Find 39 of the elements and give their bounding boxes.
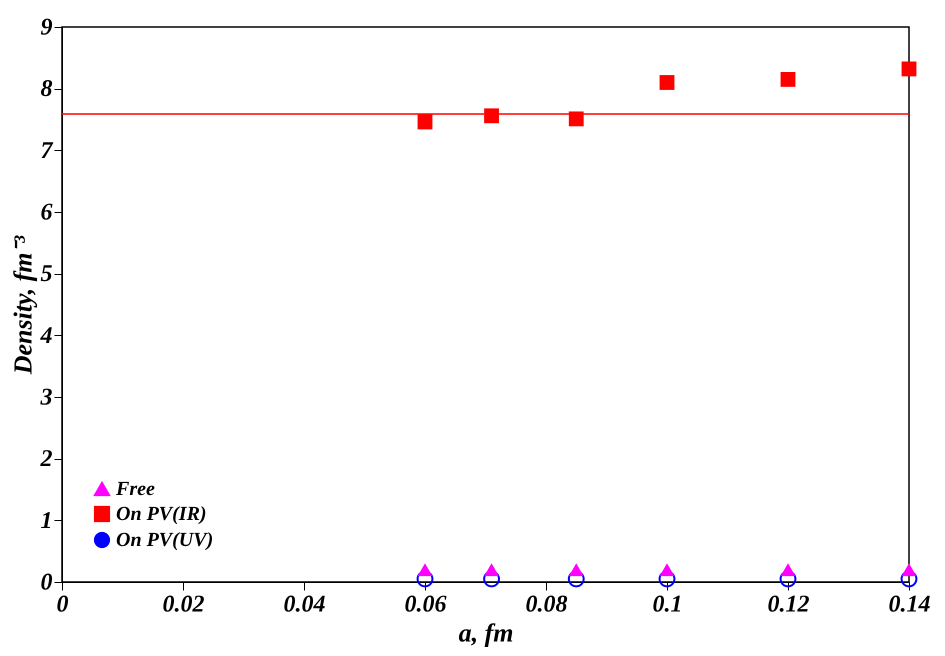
y-tick-label: 1 (40, 508, 52, 534)
legend-label: Free (115, 478, 155, 500)
point (568, 570, 585, 588)
y-tick-label: 3 (40, 384, 52, 410)
point (660, 75, 674, 90)
point (902, 563, 916, 576)
x-axis-title: a, fm (458, 618, 514, 648)
x-tick-label: 0.02 (162, 592, 204, 618)
point (484, 563, 499, 576)
point (416, 570, 434, 588)
x-tick-label: 0.1 (652, 592, 682, 618)
x-tick-label: 0 (56, 592, 68, 618)
x-tick-label: 0.08 (526, 592, 568, 618)
y-tick-label: 6 (40, 200, 52, 226)
y-tick-label: 0 (40, 570, 52, 596)
x-tick-label: 0.12 (768, 592, 810, 618)
y-tick-label: 4 (40, 322, 52, 349)
y-tick-label: 9 (40, 14, 52, 40)
x-tick-label: 0.04 (284, 592, 326, 618)
y-tick-label: 5 (40, 261, 52, 288)
point (418, 563, 432, 576)
point (658, 570, 676, 588)
y-tick-label: 7 (40, 138, 54, 164)
point (780, 570, 796, 588)
x-tick-label: 0.06 (404, 592, 446, 618)
point (568, 563, 584, 576)
x-tick-label: 0.14 (888, 592, 930, 618)
y-tick-label: 2 (40, 446, 52, 472)
point (418, 114, 432, 130)
legend-label: On PV(IR) (116, 503, 207, 525)
point (780, 72, 796, 87)
point (660, 563, 674, 576)
legend-label: On PV(UV) (116, 529, 214, 551)
point (900, 570, 918, 588)
y-tick-label: 8 (40, 76, 52, 102)
point (483, 570, 500, 588)
point (780, 563, 796, 576)
y-axis-title: Density, fm⁻³ (8, 234, 38, 376)
point (902, 62, 916, 76)
